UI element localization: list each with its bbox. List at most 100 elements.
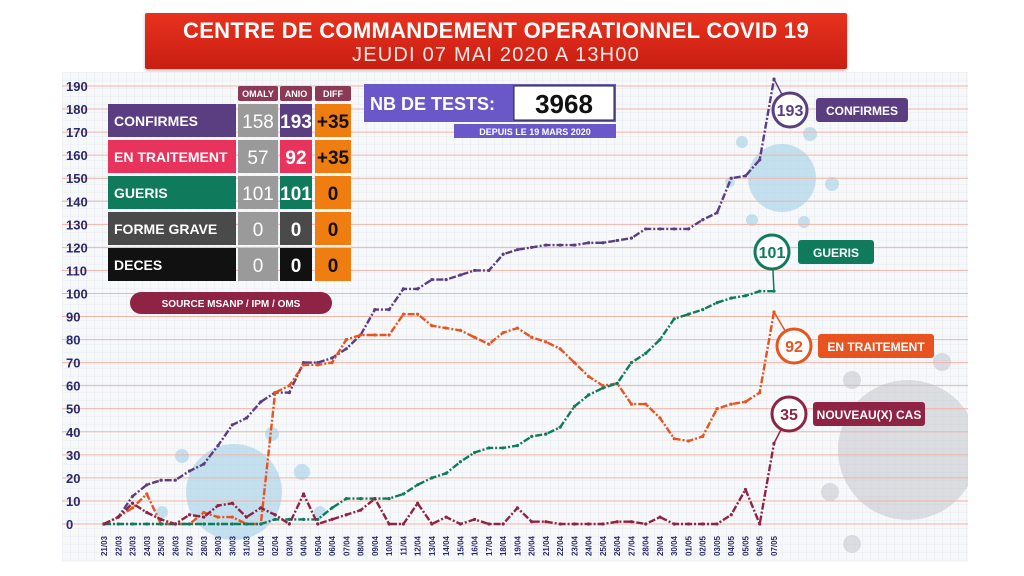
data-point xyxy=(273,517,277,521)
virus-decoration-icon xyxy=(156,427,326,540)
data-point xyxy=(743,294,748,298)
callout-tag xyxy=(818,334,934,358)
data-point xyxy=(743,400,748,404)
data-point xyxy=(330,356,334,360)
callout-value: 193 xyxy=(777,103,804,120)
data-point xyxy=(187,522,192,526)
y-tick-label: 40 xyxy=(66,425,80,440)
x-tick-label: 26/03 xyxy=(171,535,180,556)
row-omaly-box xyxy=(238,140,278,173)
data-point xyxy=(430,278,434,282)
x-tick-label: 21/04 xyxy=(542,535,551,556)
source-label: SOURCE MSANP / IPM / OMS xyxy=(162,299,301,310)
data-point xyxy=(544,432,548,436)
data-point xyxy=(601,386,605,390)
x-tick-label: 05/05 xyxy=(741,535,750,556)
data-point xyxy=(259,522,263,526)
data-point xyxy=(145,492,149,496)
data-point xyxy=(116,522,120,526)
data-point xyxy=(130,501,135,505)
x-tick-label: 12/04 xyxy=(414,535,423,556)
row-anio-value: 0 xyxy=(291,220,302,241)
data-point xyxy=(601,241,605,245)
data-point xyxy=(145,522,149,526)
data-point xyxy=(430,522,434,526)
y-tick-label: 80 xyxy=(66,333,80,348)
x-tick-label: 30/04 xyxy=(670,535,679,556)
data-point xyxy=(672,317,676,321)
data-point xyxy=(701,522,705,526)
data-point xyxy=(358,333,363,337)
data-point xyxy=(430,476,434,480)
y-tick-label: 60 xyxy=(66,379,80,394)
data-point xyxy=(501,331,505,335)
data-point xyxy=(387,497,391,501)
series-line-en-traitement xyxy=(103,311,776,526)
row-omaly-value: 0 xyxy=(253,256,264,277)
row-omaly-box xyxy=(238,212,278,245)
data-point xyxy=(373,308,377,312)
data-point xyxy=(330,517,334,521)
data-point xyxy=(530,520,534,524)
data-point xyxy=(715,211,719,215)
data-point xyxy=(259,400,263,404)
data-point xyxy=(287,522,291,526)
data-point xyxy=(743,487,748,492)
data-point xyxy=(444,326,448,330)
data-point xyxy=(715,407,719,411)
data-point xyxy=(244,522,249,526)
row-anio-value: 92 xyxy=(285,148,306,169)
table-row: DECES 0 0 0 xyxy=(108,248,351,281)
x-tick-label: 11/04 xyxy=(399,535,408,555)
data-point xyxy=(230,501,234,505)
data-point xyxy=(244,416,249,420)
x-tick-label: 03/05 xyxy=(713,535,722,556)
x-tick-label: 24/04 xyxy=(585,535,594,556)
data-point xyxy=(601,522,605,526)
data-point xyxy=(501,522,505,526)
y-tick-label: 50 xyxy=(66,402,80,417)
data-point xyxy=(416,483,420,487)
y-tick-label: 180 xyxy=(66,102,88,117)
data-point xyxy=(629,520,634,524)
row-anio-box xyxy=(280,140,312,173)
data-point xyxy=(387,308,391,312)
data-point xyxy=(487,342,491,346)
x-tick-label: 25/03 xyxy=(157,535,166,556)
x-tick-label: 13/04 xyxy=(428,535,437,556)
row-diff-value: 0 xyxy=(328,256,339,277)
x-tick-label: 31/03 xyxy=(243,535,252,556)
data-point xyxy=(216,515,220,519)
x-tick-label: 22/03 xyxy=(114,535,123,556)
data-point xyxy=(487,268,491,273)
data-point xyxy=(330,361,334,365)
data-point xyxy=(572,361,577,365)
data-point xyxy=(558,243,562,247)
data-point xyxy=(358,497,363,501)
data-point xyxy=(202,510,206,515)
row-anio-box xyxy=(280,248,312,281)
x-tick-label: 08/04 xyxy=(357,535,366,556)
data-point xyxy=(515,326,520,330)
data-point xyxy=(572,404,577,409)
data-point xyxy=(301,363,306,367)
x-tick-label: 06/05 xyxy=(756,535,765,556)
y-tick-label: 140 xyxy=(66,194,88,209)
data-point xyxy=(202,462,206,466)
data-point xyxy=(458,273,462,277)
data-point xyxy=(145,483,149,487)
data-point xyxy=(430,324,434,328)
y-axis-ticks: 0 10 20 30 40 50 60 70 80 90 100 110 120 130 140 150 160… xyxy=(66,79,88,532)
data-point xyxy=(758,158,762,162)
data-point xyxy=(287,391,291,395)
data-point xyxy=(287,384,291,388)
callout-nouveau-x-cas: NOUVEAU(X) CAS 35 xyxy=(770,395,925,444)
x-tick-label: 23/03 xyxy=(129,535,138,556)
x-tick-label: 07/05 xyxy=(770,535,779,556)
x-tick-label: 03/04 xyxy=(285,535,294,556)
row-diff-box xyxy=(315,248,351,281)
callout-bubble xyxy=(775,327,813,365)
data-point xyxy=(173,478,177,482)
callout-value: 101 xyxy=(759,245,786,262)
data-point xyxy=(401,522,405,526)
